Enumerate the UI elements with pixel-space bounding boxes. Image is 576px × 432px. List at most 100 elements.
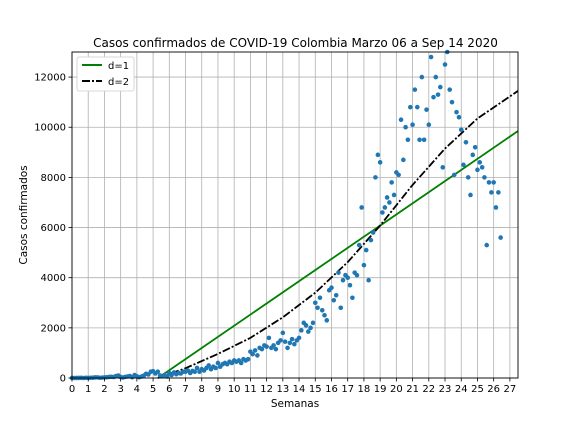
data-point <box>280 330 286 336</box>
data-point <box>333 292 339 298</box>
data-point <box>479 165 485 170</box>
x-tick-label: 1 <box>85 384 91 395</box>
data-point <box>194 365 200 371</box>
x-tick-label: 17 <box>341 384 354 395</box>
data-point <box>303 323 309 328</box>
data-point <box>456 114 462 120</box>
data-point <box>155 369 161 375</box>
data-point <box>264 344 269 349</box>
data-point <box>447 87 453 92</box>
data-point <box>238 360 244 366</box>
data-point <box>356 242 362 248</box>
data-point <box>484 242 490 248</box>
data-point <box>482 175 487 180</box>
x-axis-label: Semanas <box>271 398 319 410</box>
y-tick-label: 10000 <box>34 123 66 134</box>
data-point <box>463 139 469 145</box>
data-point <box>319 307 325 313</box>
data-point <box>493 205 499 210</box>
data-point <box>496 190 501 195</box>
data-point <box>322 313 327 318</box>
x-tick-label: 18 <box>358 384 371 395</box>
x-tick-label: 15 <box>309 384 322 395</box>
data-point <box>373 175 378 180</box>
data-point <box>340 277 346 283</box>
data-point <box>336 270 341 275</box>
data-point <box>380 210 385 215</box>
data-point <box>255 353 260 358</box>
data-point <box>468 192 473 198</box>
data-point <box>278 338 283 343</box>
data-point <box>410 122 415 128</box>
x-tick-label: 24 <box>455 384 468 395</box>
data-point <box>359 205 364 210</box>
data-points <box>69 49 503 381</box>
plot-frame <box>71 51 519 379</box>
y-tick-label: 12000 <box>34 73 66 84</box>
x-tick-label: 27 <box>504 384 517 395</box>
x-tick-label: 22 <box>422 384 435 395</box>
x-tick-label: 7 <box>182 384 188 395</box>
x-tick-label: 25 <box>471 384 484 395</box>
x-tick-label: 20 <box>390 384 403 395</box>
data-point <box>403 124 408 130</box>
legend: d=1 d=2 <box>76 56 135 92</box>
data-point <box>329 285 334 291</box>
data-point <box>405 137 411 143</box>
data-point <box>331 297 337 303</box>
data-point <box>347 282 353 288</box>
fit-lines <box>157 90 519 379</box>
x-tick-label: 23 <box>439 384 452 395</box>
data-point <box>412 87 418 92</box>
data-point <box>250 351 255 357</box>
data-point <box>271 343 276 348</box>
data-point <box>451 172 457 178</box>
data-point <box>414 104 420 110</box>
data-point <box>461 162 466 168</box>
chart-title: Casos confirmados de COVID-19 Colombia M… <box>93 36 498 50</box>
x-tick-label: 0 <box>69 384 75 395</box>
data-point <box>206 363 212 368</box>
series-line-d2 <box>157 90 519 379</box>
data-point <box>306 329 311 334</box>
data-point <box>408 104 413 110</box>
y-axis-ticks: 0 2000 4000 6000 8000 10000 12000 <box>34 73 72 385</box>
data-point <box>377 160 383 165</box>
data-point <box>292 341 297 347</box>
data-point <box>424 107 429 112</box>
y-tick-label: 0 <box>60 374 66 385</box>
data-point <box>391 192 397 198</box>
x-tick-label: 19 <box>374 384 387 395</box>
x-tick-label: 9 <box>215 384 221 395</box>
y-tick-label: 2000 <box>41 323 66 334</box>
data-point <box>475 167 480 173</box>
data-point <box>477 160 483 165</box>
data-point <box>324 318 330 323</box>
y-axis-label: Casos confirmados <box>18 165 30 264</box>
x-tick-label: 3 <box>117 384 123 395</box>
data-point <box>287 340 293 346</box>
x-tick-label: 2 <box>101 384 107 395</box>
data-point <box>442 62 448 67</box>
data-point <box>345 275 351 280</box>
data-point <box>438 84 443 90</box>
data-point <box>310 320 316 326</box>
data-point <box>384 195 390 200</box>
data-point <box>317 295 323 301</box>
legend-label-d2: d=2 <box>108 77 129 88</box>
data-point <box>192 369 198 375</box>
data-point <box>486 180 492 185</box>
data-point <box>417 137 422 143</box>
data-point <box>273 346 279 352</box>
data-point <box>389 180 394 185</box>
data-point <box>491 180 496 185</box>
data-point <box>431 94 436 100</box>
data-point <box>454 109 459 115</box>
x-tick-label: 8 <box>199 384 205 395</box>
data-point <box>299 328 304 333</box>
data-point <box>401 157 406 163</box>
data-point <box>428 54 434 60</box>
data-point <box>375 152 381 158</box>
x-tick-label: 6 <box>166 384 172 395</box>
